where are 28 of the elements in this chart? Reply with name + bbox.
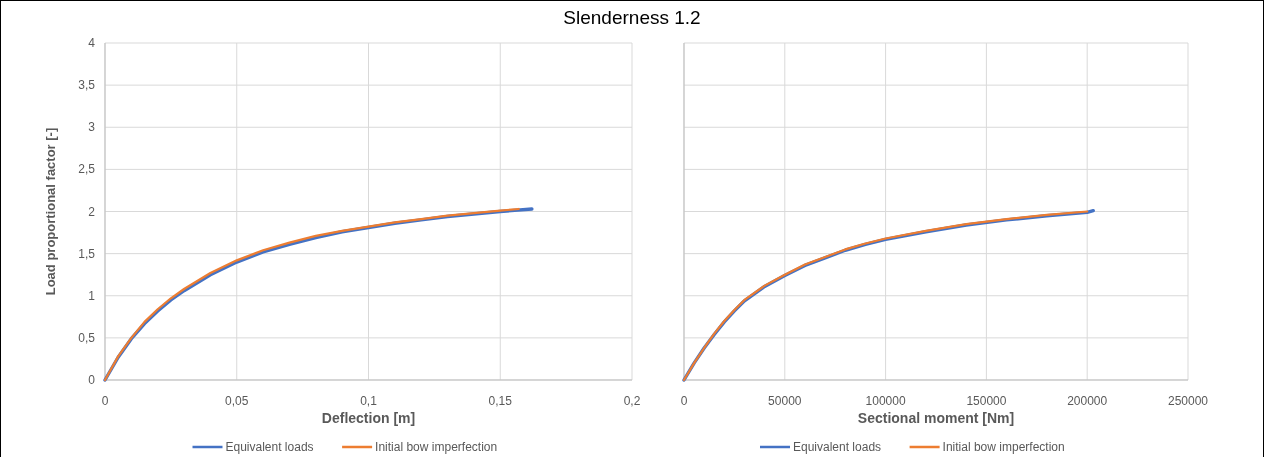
y-tick-label: 0,5: [78, 330, 96, 345]
legend-label: Initial bow imperfection: [375, 440, 498, 454]
x-tick-label: 0: [101, 394, 109, 408]
x-axis-title: Sectional moment [Nm]: [857, 410, 1015, 426]
y-tick-label: 0: [88, 373, 96, 387]
x-tick-label: 0,1: [360, 394, 378, 408]
legend-label: Equivalent loads: [225, 440, 314, 454]
y-tick-label: 2: [88, 204, 96, 219]
x-tick-label: 200000: [1067, 394, 1108, 408]
x-tick-label: 100000: [865, 394, 906, 408]
x-tick-label: 0,2: [623, 394, 641, 408]
y-tick-label: 3: [88, 120, 96, 135]
x-tick-label: 250000: [1167, 394, 1209, 408]
x-tick-label: 0,05: [225, 394, 249, 408]
chart-title: Slenderness 1.2: [563, 7, 701, 28]
x-axis-title: Deflection [m]: [321, 410, 416, 426]
x-tick-label: 150000: [966, 394, 1007, 408]
y-tick-label: 3,5: [78, 78, 96, 93]
y-tick-label: 2,5: [78, 162, 96, 177]
y-tick-label: 4: [88, 36, 96, 50]
x-tick-label: 0: [680, 394, 688, 408]
legend-label: Initial bow imperfection: [942, 440, 1065, 454]
y-tick-label: 1: [88, 288, 96, 303]
x-tick-label: 50000: [768, 394, 802, 408]
x-tick-label: 0,15: [488, 394, 513, 408]
y-axis-title: Load proportional factor [-]: [43, 127, 58, 296]
y-tick-label: 1,5: [78, 246, 96, 261]
legend-label: Equivalent loads: [793, 440, 882, 454]
